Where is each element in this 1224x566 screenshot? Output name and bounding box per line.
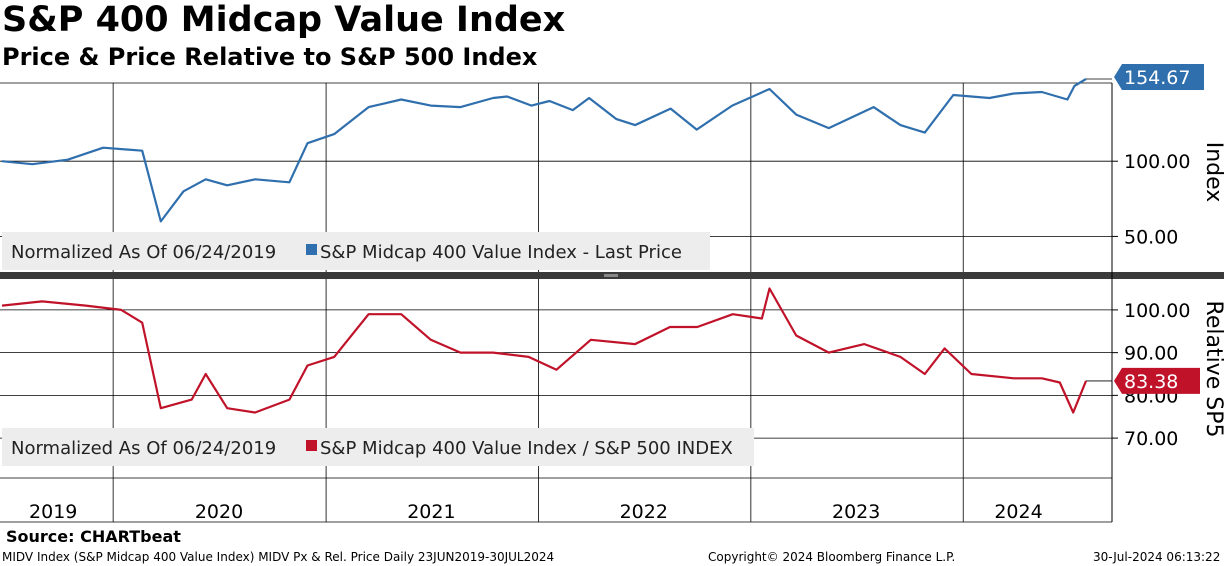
y-tick-label: 100.00 bbox=[1124, 300, 1190, 322]
legend-series-name: S&P Midcap 400 Value Index - Last Price bbox=[320, 242, 682, 263]
x-year-label: 2024 bbox=[994, 501, 1042, 523]
separator-handle bbox=[604, 274, 618, 277]
legend-box bbox=[2, 232, 710, 270]
footer-copyright: Copyright© 2024 Bloomberg Finance L.P. bbox=[708, 550, 956, 564]
footer-ticker-info: MIDV Index (S&P Midcap 400 Value Index) … bbox=[2, 550, 555, 564]
x-year-label: 2020 bbox=[195, 501, 243, 523]
x-year-label: 2023 bbox=[832, 501, 880, 523]
y-tick-label: 70.00 bbox=[1124, 428, 1178, 450]
y-axis-title: Relative SP5 bbox=[1201, 301, 1224, 438]
legend-series-name: S&P Midcap 400 Value Index / S&P 500 IND… bbox=[320, 438, 733, 459]
x-year-label: 2019 bbox=[29, 501, 77, 523]
y-tick-label: 90.00 bbox=[1124, 343, 1178, 365]
last-value-badge bbox=[1114, 367, 1200, 394]
legend-normalized-text: Normalized As Of 06/24/2019 bbox=[11, 242, 276, 263]
y-axis-title: Index bbox=[1201, 142, 1224, 203]
x-year-label: 2021 bbox=[407, 501, 455, 523]
legend-normalized-text: Normalized As Of 06/24/2019 bbox=[11, 438, 276, 459]
last-value-label: 83.38 bbox=[1124, 371, 1178, 393]
y-tick-label: 50.00 bbox=[1124, 226, 1178, 248]
footer-timestamp: 30-Jul-2024 06:13:22 bbox=[1093, 550, 1221, 564]
legend-box bbox=[2, 428, 754, 466]
last-value-badge bbox=[1114, 63, 1204, 90]
last-value-label: 154.67 bbox=[1124, 67, 1190, 89]
chart-subtitle: Price & Price Relative to S&P 500 Index bbox=[2, 43, 538, 71]
source-label: Source: CHARTbeat bbox=[6, 527, 181, 546]
relative-series-line bbox=[1, 287, 1088, 414]
series-layer bbox=[1, 78, 1088, 414]
legend-swatch bbox=[306, 244, 317, 255]
y-tick-label: 100.00 bbox=[1124, 151, 1190, 173]
price-series-line bbox=[1, 78, 1087, 223]
legend-layer: Normalized As Of 06/24/2019 S&P Midcap 40… bbox=[2, 232, 754, 466]
chart-title: S&P 400 Midcap Value Index bbox=[2, 0, 566, 40]
x-year-label: 2022 bbox=[620, 501, 668, 523]
legend-swatch bbox=[306, 440, 317, 451]
